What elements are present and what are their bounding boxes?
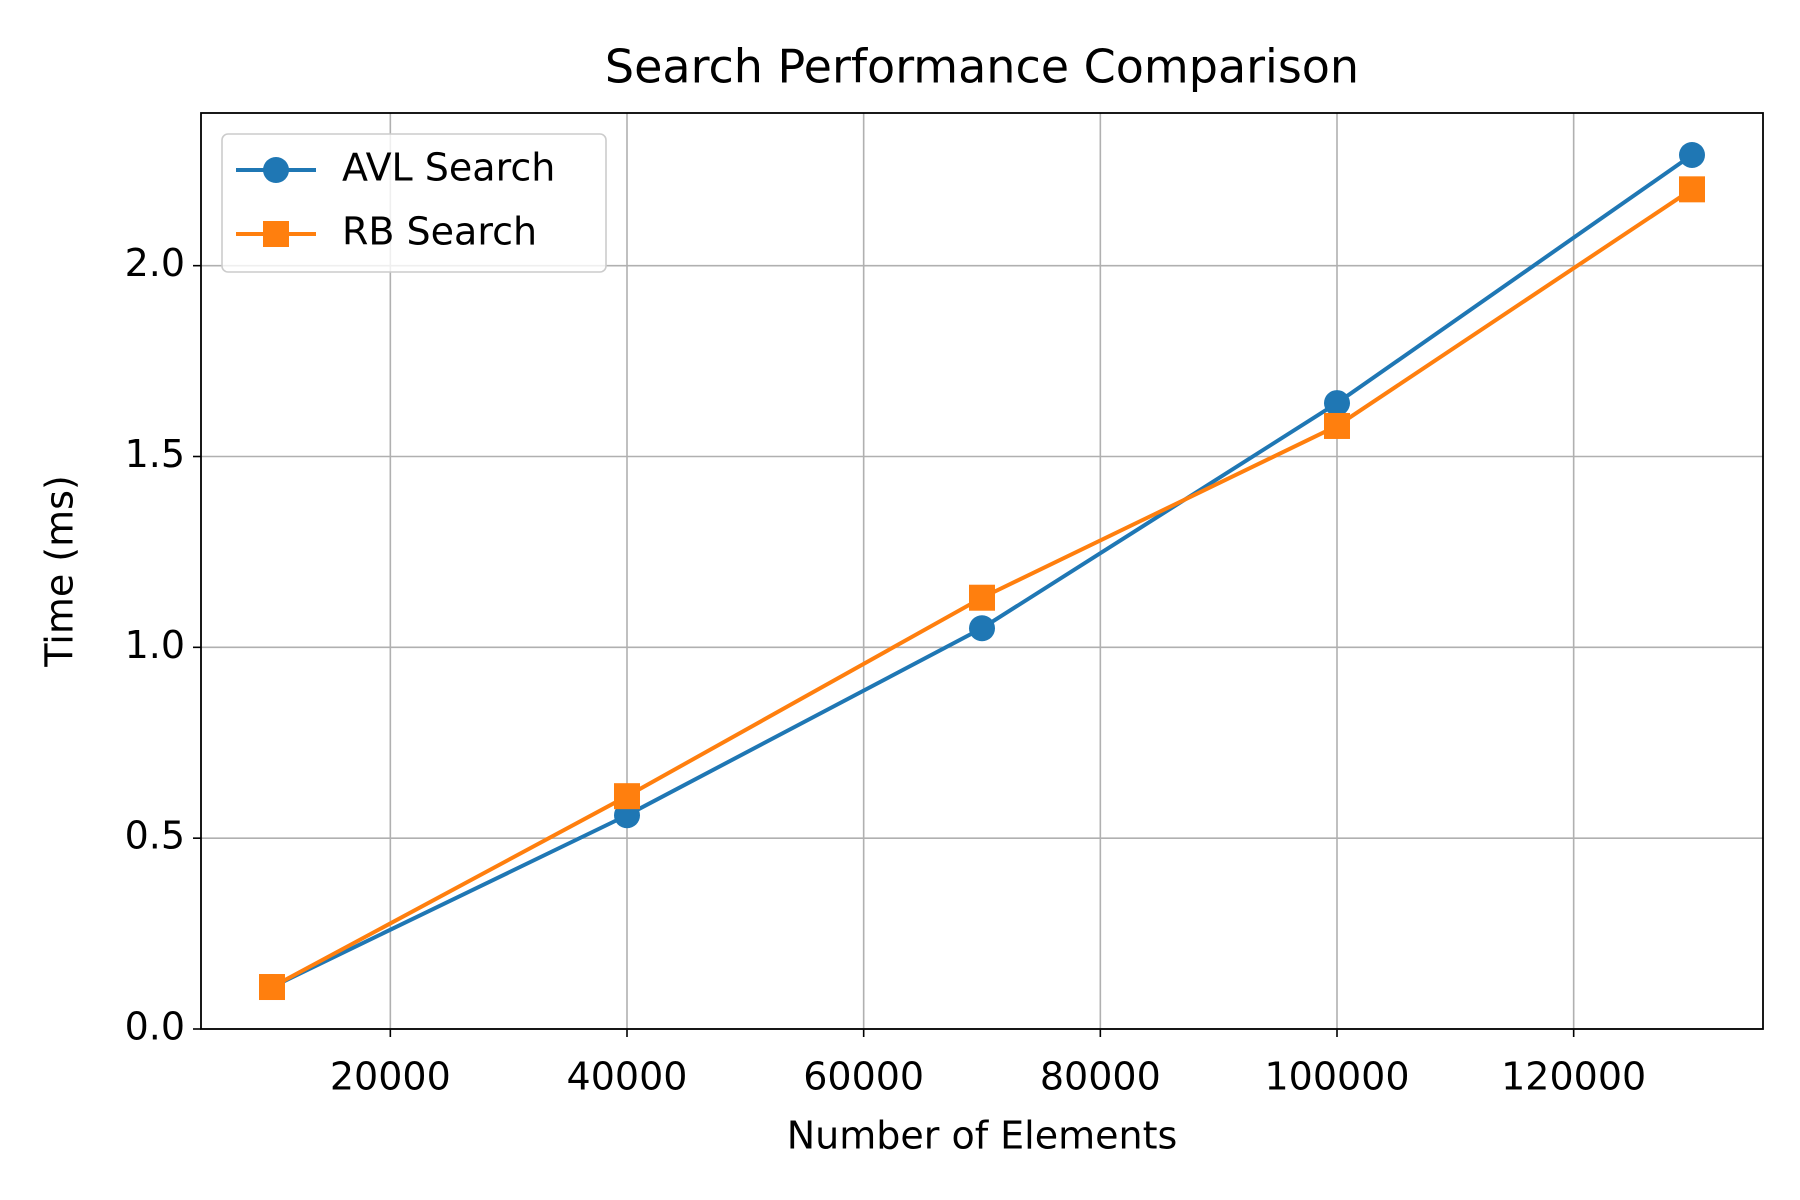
marker xyxy=(969,615,995,642)
marker xyxy=(969,584,995,611)
x-tick-label: 20000 xyxy=(330,1055,451,1099)
y-tick-label: 0.0 xyxy=(125,1005,185,1049)
y-axis-label: Time (ms) xyxy=(38,475,82,668)
marker xyxy=(259,974,285,1001)
y-tick-label: 1.0 xyxy=(125,623,185,667)
y-tick-label: 0.5 xyxy=(125,814,185,858)
marker xyxy=(1679,176,1705,203)
legend-box xyxy=(221,133,607,273)
marker xyxy=(1679,141,1705,168)
line xyxy=(271,153,1694,989)
marker xyxy=(614,783,640,810)
chart-title: Search Performance Comparison xyxy=(605,40,1359,94)
plot-frame xyxy=(200,112,1764,1030)
legend-label: AVL Search xyxy=(342,146,555,190)
x-tick-label: 60000 xyxy=(803,1055,924,1099)
marker xyxy=(1324,390,1350,417)
legend-label: RB Search xyxy=(342,210,537,254)
legend-marker xyxy=(263,221,289,247)
x-tick-label: 40000 xyxy=(567,1055,688,1099)
legend-marker xyxy=(263,157,289,183)
x-tick-label: 100000 xyxy=(1264,1055,1409,1099)
legend: AVL Search RB Search xyxy=(221,133,607,273)
x-tick-label: 120000 xyxy=(1501,1055,1646,1099)
marker xyxy=(1324,412,1350,439)
y-tick-label: 1.5 xyxy=(125,432,185,476)
x-axis-label: Number of Elements xyxy=(787,1114,1178,1158)
y-tick-label: 2.0 xyxy=(125,241,185,285)
x-tick-label: 80000 xyxy=(1040,1055,1161,1099)
